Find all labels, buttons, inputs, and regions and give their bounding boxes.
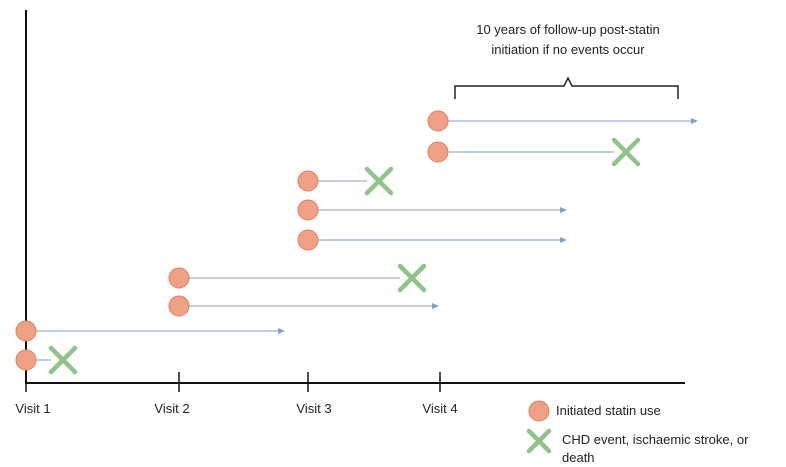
legend-event-marker — [526, 428, 552, 454]
participant-row — [168, 263, 427, 293]
statin-initiation-marker — [427, 141, 449, 163]
event-marker — [397, 263, 427, 293]
statin-initiation-marker — [297, 199, 319, 221]
visit-label-1: Visit 1 — [15, 401, 51, 416]
participant-row — [15, 345, 78, 375]
participant-row — [297, 166, 394, 196]
callout-line-1: 10 years of follow-up post-statin — [476, 22, 660, 37]
legend-event-label: CHD event, ischaemic stroke, or death — [562, 431, 748, 467]
legend-statin-marker — [528, 400, 550, 422]
statin-initiation-marker — [297, 229, 319, 251]
participant-row — [427, 137, 641, 167]
legend-statin-label: Initiated statin use — [556, 403, 661, 418]
participant-row — [297, 199, 567, 221]
statin-initiation-marker — [15, 349, 37, 371]
follow-up-brace — [454, 76, 679, 99]
participant-row — [15, 320, 285, 342]
visit-label-4: Visit 4 — [422, 401, 458, 416]
participant-row — [297, 229, 567, 251]
event-marker — [611, 137, 641, 167]
participant-row — [168, 295, 439, 317]
statin-initiation-marker — [168, 267, 190, 289]
legend-event-line-1: CHD event, ischaemic stroke, or — [562, 432, 749, 447]
callout-line-2: initiation if no events occur — [491, 42, 645, 57]
legend-event-line-2: death — [562, 450, 595, 465]
statin-initiation-marker — [297, 170, 319, 192]
event-marker — [364, 166, 394, 196]
visit-label-2: Visit 2 — [154, 401, 190, 416]
follow-up-callout: 10 years of follow-up post-statin initia… — [420, 20, 716, 60]
visit-label-3: Visit 3 — [296, 401, 332, 416]
participant-row — [427, 110, 698, 132]
event-marker — [48, 345, 78, 375]
statin-initiation-marker — [427, 110, 449, 132]
statin-initiation-marker — [168, 295, 190, 317]
participant-rows — [15, 110, 698, 375]
statin-initiation-marker — [15, 320, 37, 342]
